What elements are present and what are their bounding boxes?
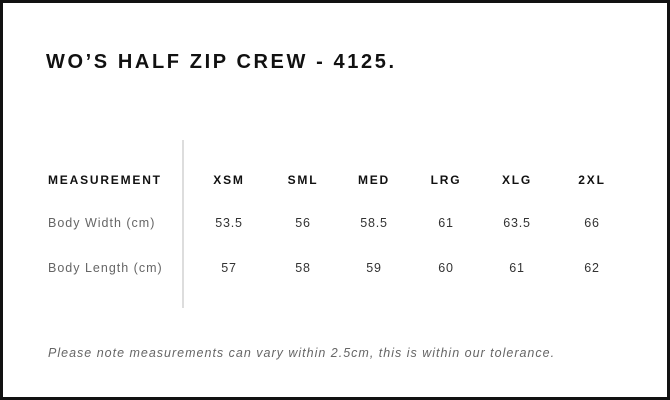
measurement-header: MEASUREMENT [48,173,162,187]
size-header-xlg: XLG [501,173,533,187]
table-cell: 60 [438,261,454,275]
row-label: Body Length (cm) [48,261,163,275]
table-cell: 58.5 [360,216,388,230]
size-header-2xl: 2XL [578,173,606,187]
table-cell: 62 [584,261,600,275]
tolerance-note: Please note measurements can vary within… [48,346,556,360]
table-cell: 56 [295,216,311,230]
table-cell: 66 [584,216,600,230]
size-header-med: MED [357,173,391,187]
row-label: Body Width (cm) [48,216,156,230]
size-header-sml: SML [287,173,319,187]
table-cell: 53.5 [215,216,243,230]
table-cell: 57 [221,261,237,275]
table-cell: 59 [366,261,382,275]
page-title: WO’S HALF ZIP CREW - 4125. [46,51,397,73]
table-cell: 63.5 [503,216,531,230]
table-cell: 58 [295,261,311,275]
column-divider [182,140,184,308]
table-cell: 61 [509,261,525,275]
table-cell: 61 [438,216,454,230]
size-header-lrg: LRG [430,173,462,187]
size-header-xsm: XSM [213,173,245,187]
